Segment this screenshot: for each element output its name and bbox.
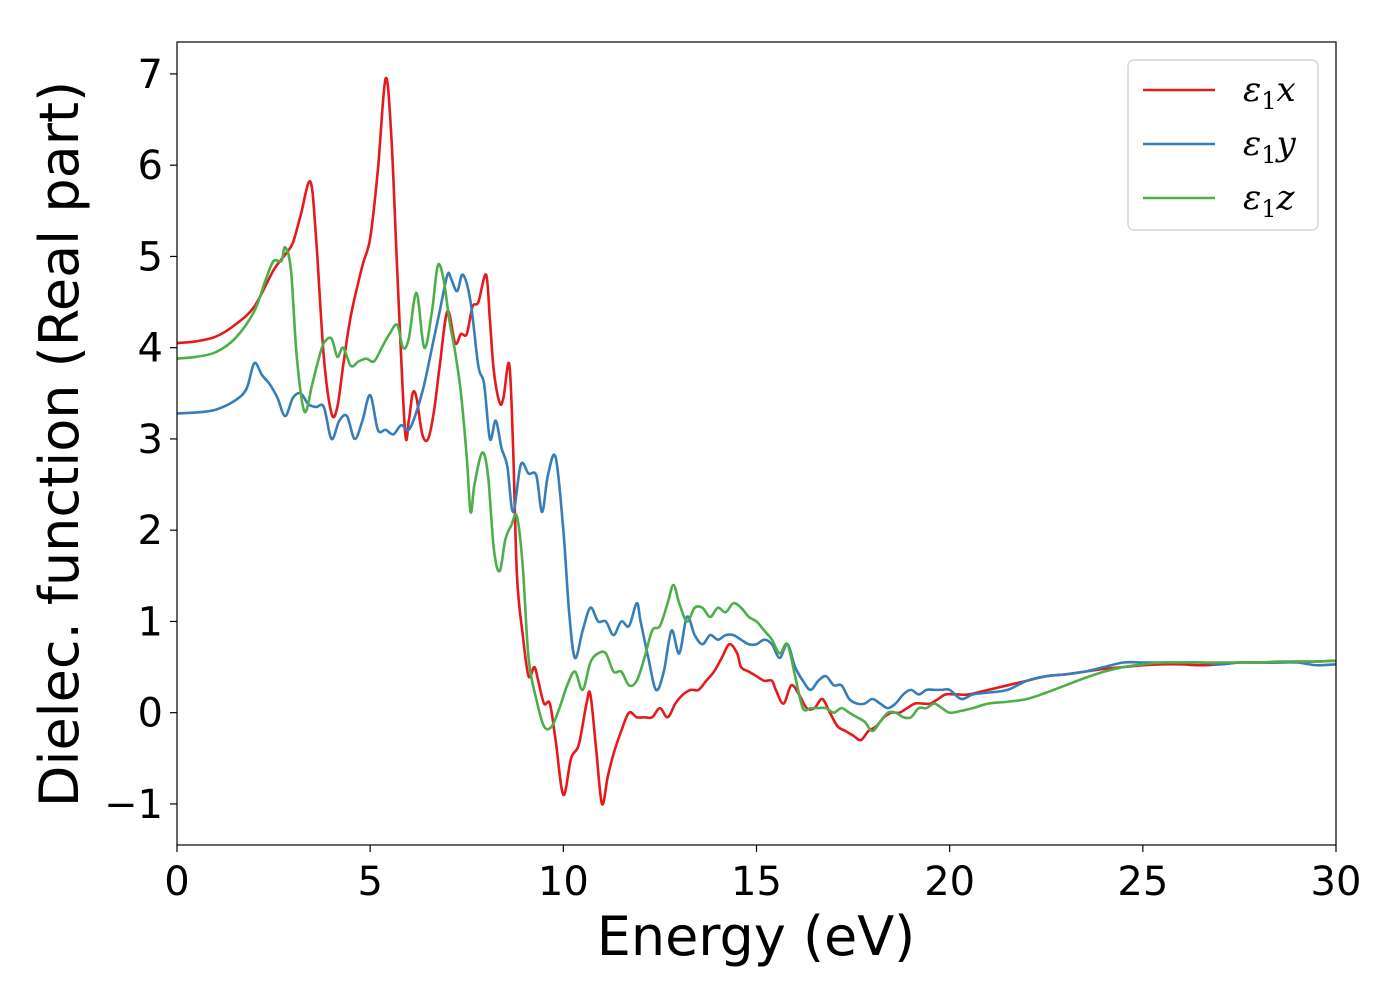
- x-tick-label: 25: [1117, 859, 1168, 905]
- legend-items: ε1x ε1y ε1z: [1143, 70, 1297, 223]
- series-line-x: [177, 76, 1336, 806]
- series-line-z: [177, 246, 1336, 733]
- y-axis-ticks: −1 0 1 2 3 4 5 6 7: [104, 52, 177, 828]
- y-tick-label: 2: [138, 508, 163, 554]
- y-axis-title: Dielec. function (Real part): [28, 81, 91, 807]
- x-tick-label: 30: [1311, 859, 1362, 905]
- x-tick-label: 15: [731, 859, 782, 905]
- x-tick-label: 10: [538, 859, 589, 905]
- legend-box: [1127, 59, 1319, 231]
- x-axis-title: Energy (eV): [597, 905, 916, 968]
- legend-label: ε1x: [1243, 70, 1296, 115]
- y-tick-label: 6: [138, 143, 163, 189]
- y-tick-label: 4: [138, 326, 163, 372]
- x-tick-label: 0: [164, 859, 189, 905]
- y-tick-label: −1: [104, 782, 163, 828]
- y-tick-label: 5: [138, 234, 163, 280]
- x-axis-ticks: 0 5 10 15 20 25 30: [164, 845, 1361, 905]
- x-tick-label: 5: [357, 859, 382, 905]
- y-tick-label: 7: [138, 52, 163, 98]
- y-tick-label: 1: [138, 599, 163, 645]
- y-tick-label: 3: [138, 417, 163, 463]
- series-line-y: [177, 271, 1336, 710]
- legend-label: ε1z: [1243, 178, 1296, 223]
- x-tick-label: 20: [924, 859, 975, 905]
- legend: ε1x ε1y ε1z: [1127, 59, 1319, 231]
- y-tick-label: 0: [138, 691, 163, 737]
- legend-label: ε1y: [1243, 124, 1297, 169]
- series-layer: [177, 76, 1336, 806]
